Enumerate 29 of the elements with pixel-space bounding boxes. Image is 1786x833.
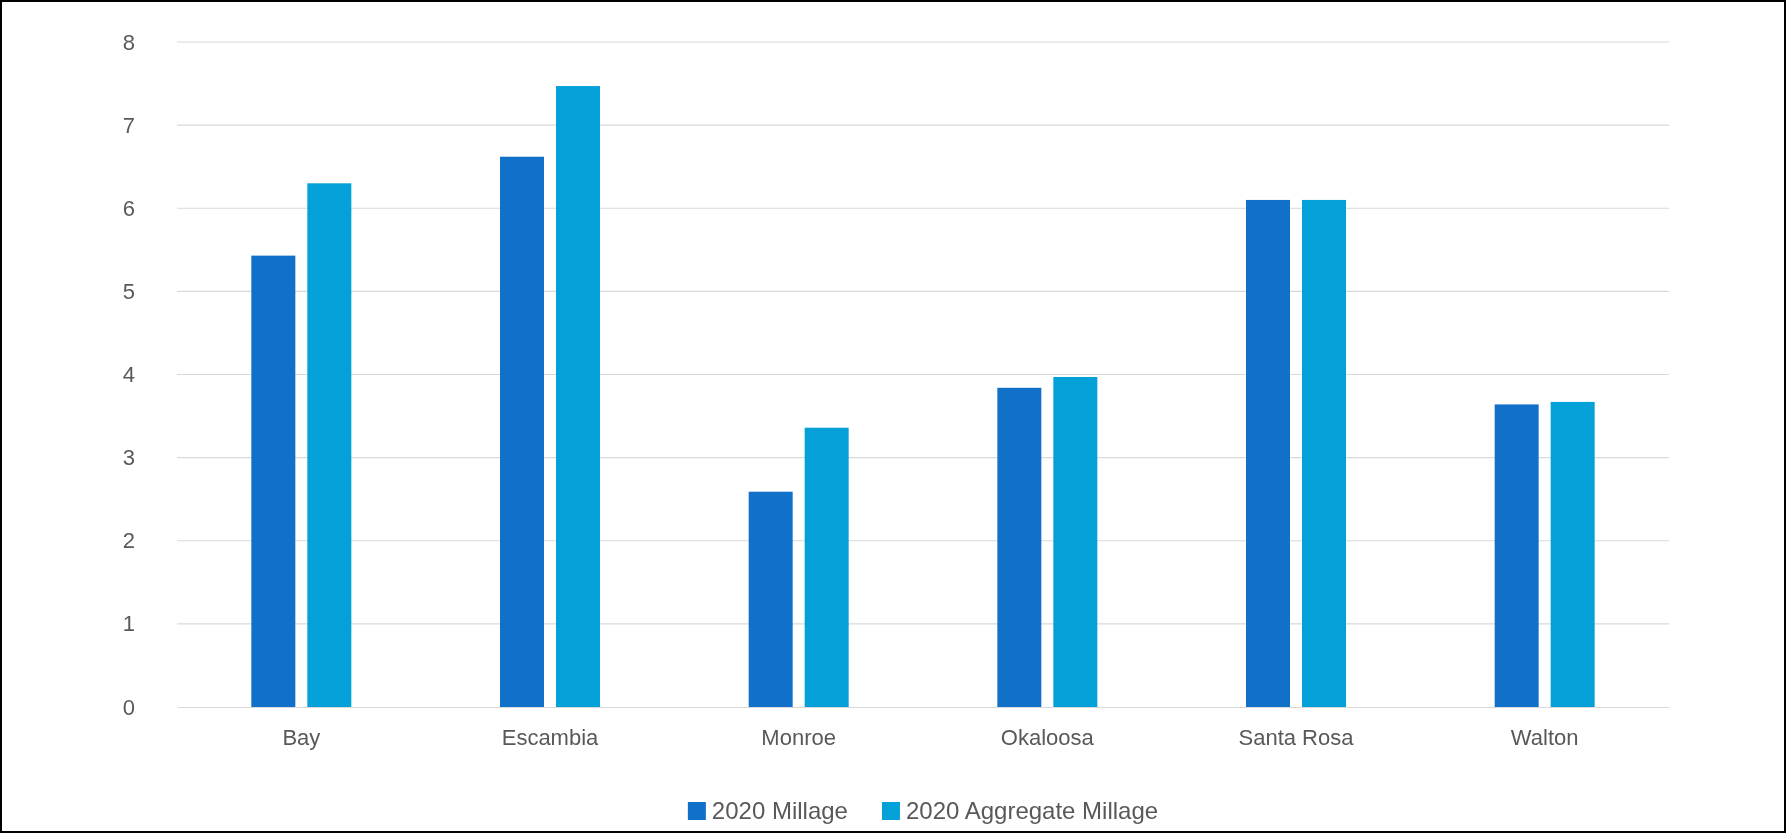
bar [556, 86, 600, 707]
x-tick-label: Monroe [761, 724, 836, 750]
y-tick-label: 8 [122, 29, 135, 55]
bar [997, 387, 1042, 707]
bar [1494, 404, 1539, 707]
x-tick-label: Santa Rosa [1238, 724, 1355, 750]
bar [500, 156, 544, 707]
legend-label: 2020 Millage [711, 797, 848, 824]
y-tick-label: 6 [122, 195, 135, 221]
x-tick-label: Bay [282, 724, 321, 750]
bar [307, 183, 352, 707]
bar [1053, 376, 1098, 707]
y-tick-label: 0 [122, 694, 135, 720]
bar [1550, 401, 1595, 707]
x-tick-label: Okaloosa [1000, 724, 1095, 750]
y-tick-label: 4 [122, 362, 135, 388]
bar [748, 491, 793, 707]
x-tick-label: Escambia [501, 724, 600, 750]
bar [251, 255, 296, 707]
y-tick-label: 1 [122, 611, 135, 637]
x-tick-label: Walton [1510, 724, 1579, 750]
y-tick-label: 5 [122, 278, 135, 304]
y-tick-label: 3 [122, 445, 135, 471]
bar [1302, 199, 1346, 707]
bar [804, 427, 849, 707]
legend-label: 2020 Aggregate Millage [905, 797, 1159, 824]
y-tick-label: 7 [122, 112, 135, 138]
bar [1246, 199, 1290, 707]
y-tick-label: 2 [122, 528, 135, 554]
